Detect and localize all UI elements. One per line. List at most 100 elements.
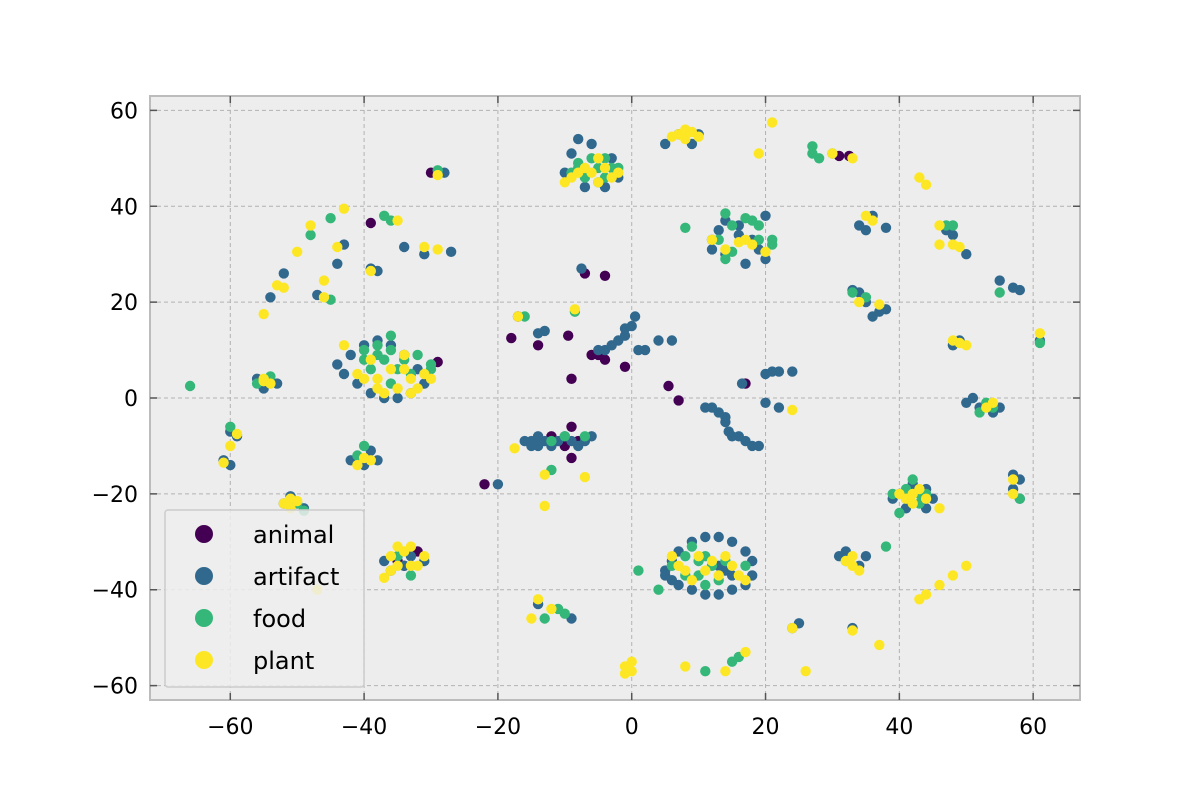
data-point-artifact	[686, 584, 698, 595]
data-point-plant	[379, 572, 390, 583]
data-point-artifact	[566, 148, 577, 159]
data-point-animal	[663, 380, 674, 392]
data-point-plant	[847, 625, 858, 636]
data-point-food	[365, 364, 376, 375]
data-point-artifact	[713, 589, 724, 600]
data-point-food	[1034, 337, 1046, 349]
data-point-animal	[566, 421, 577, 432]
data-point-plant	[338, 203, 350, 214]
data-point-artifact	[736, 378, 748, 389]
legend: animal artifact food plant	[164, 509, 365, 688]
data-point-plant	[854, 565, 865, 576]
data-point-animal	[566, 452, 577, 464]
data-point-artifact	[787, 366, 798, 377]
data-point-artifact	[760, 210, 771, 221]
data-point-plant	[385, 551, 397, 562]
data-point-food	[385, 344, 397, 356]
data-point-artifact	[653, 335, 664, 346]
data-point-plant	[532, 594, 544, 605]
data-point-plant	[539, 469, 550, 480]
data-point-plant	[405, 373, 417, 384]
data-point-artifact	[345, 349, 356, 361]
data-point-animal	[673, 395, 684, 406]
data-point-artifact	[629, 311, 641, 322]
legend-label-food: food	[253, 605, 306, 633]
data-point-plant	[392, 383, 403, 394]
data-point-animal	[599, 354, 611, 365]
data-point-plant	[713, 570, 724, 581]
legend-marker-artifact	[195, 567, 213, 585]
x-tick-label: 60	[1019, 715, 1047, 740]
data-point-plant	[318, 292, 330, 303]
data-point-food	[325, 213, 336, 224]
data-point-plant	[619, 668, 631, 679]
data-point-artifact	[573, 133, 584, 145]
data-point-plant	[706, 234, 718, 245]
data-point-plant	[405, 388, 417, 399]
data-point-artifact	[726, 584, 738, 595]
data-point-artifact	[740, 258, 751, 269]
data-point-plant	[512, 311, 524, 322]
data-point-animal	[506, 332, 517, 344]
data-point-plant	[680, 565, 691, 576]
data-point-plant	[720, 551, 731, 562]
data-point-food	[372, 340, 383, 351]
data-point-plant	[934, 220, 945, 231]
data-point-plant	[787, 404, 798, 416]
data-point-food	[700, 579, 711, 591]
data-point-food	[385, 330, 397, 341]
data-point-plant	[586, 167, 597, 178]
data-point-artifact	[633, 344, 644, 356]
data-point-plant	[961, 340, 972, 351]
data-point-plant	[920, 179, 932, 190]
x-tick-label: 40	[885, 715, 913, 740]
data-point-plant	[740, 575, 751, 586]
data-point-plant	[332, 241, 343, 253]
y-tick-label: −60	[92, 675, 138, 700]
data-point-plant	[399, 364, 410, 375]
data-point-plant	[419, 241, 430, 253]
data-point-plant	[569, 304, 581, 315]
data-point-food	[880, 541, 892, 552]
data-point-plant	[509, 443, 520, 454]
x-tick-label: 0	[625, 715, 639, 740]
data-point-plant	[700, 565, 711, 576]
data-point-food	[753, 220, 764, 231]
data-point-plant	[258, 308, 269, 320]
data-point-artifact	[713, 531, 724, 543]
data-point-animal	[563, 330, 574, 341]
data-point-plant	[218, 457, 229, 468]
data-point-food	[184, 380, 196, 392]
data-point-plant	[365, 354, 376, 365]
data-point-artifact	[660, 570, 671, 581]
data-point-food	[539, 613, 550, 624]
data-point-artifact	[706, 244, 718, 255]
data-point-artifact	[713, 225, 724, 236]
data-point-plant	[961, 560, 972, 571]
y-tick-label: −40	[92, 579, 138, 604]
data-point-plant	[907, 498, 918, 509]
data-point-food	[994, 287, 1005, 298]
data-point-plant	[338, 340, 350, 351]
data-point-artifact	[740, 546, 751, 557]
data-point-food	[379, 354, 390, 365]
y-tick-label: 60	[110, 99, 138, 124]
data-point-animal	[619, 361, 631, 372]
data-point-food	[405, 570, 417, 581]
data-point-plant	[392, 541, 403, 552]
data-point-artifact	[419, 249, 430, 260]
data-point-plant	[720, 666, 731, 677]
data-point-food	[412, 349, 423, 361]
data-point-plant	[365, 265, 376, 277]
data-point-plant	[385, 565, 397, 576]
data-point-artifact	[338, 368, 350, 380]
data-point-food	[358, 440, 370, 452]
data-point-plant	[559, 177, 570, 188]
data-point-artifact	[532, 328, 544, 339]
data-point-food	[680, 551, 691, 562]
data-point-food	[305, 229, 316, 241]
data-point-plant	[666, 131, 678, 142]
data-point-food	[579, 431, 591, 442]
data-point-artifact	[586, 138, 597, 150]
data-point-artifact	[593, 344, 604, 356]
